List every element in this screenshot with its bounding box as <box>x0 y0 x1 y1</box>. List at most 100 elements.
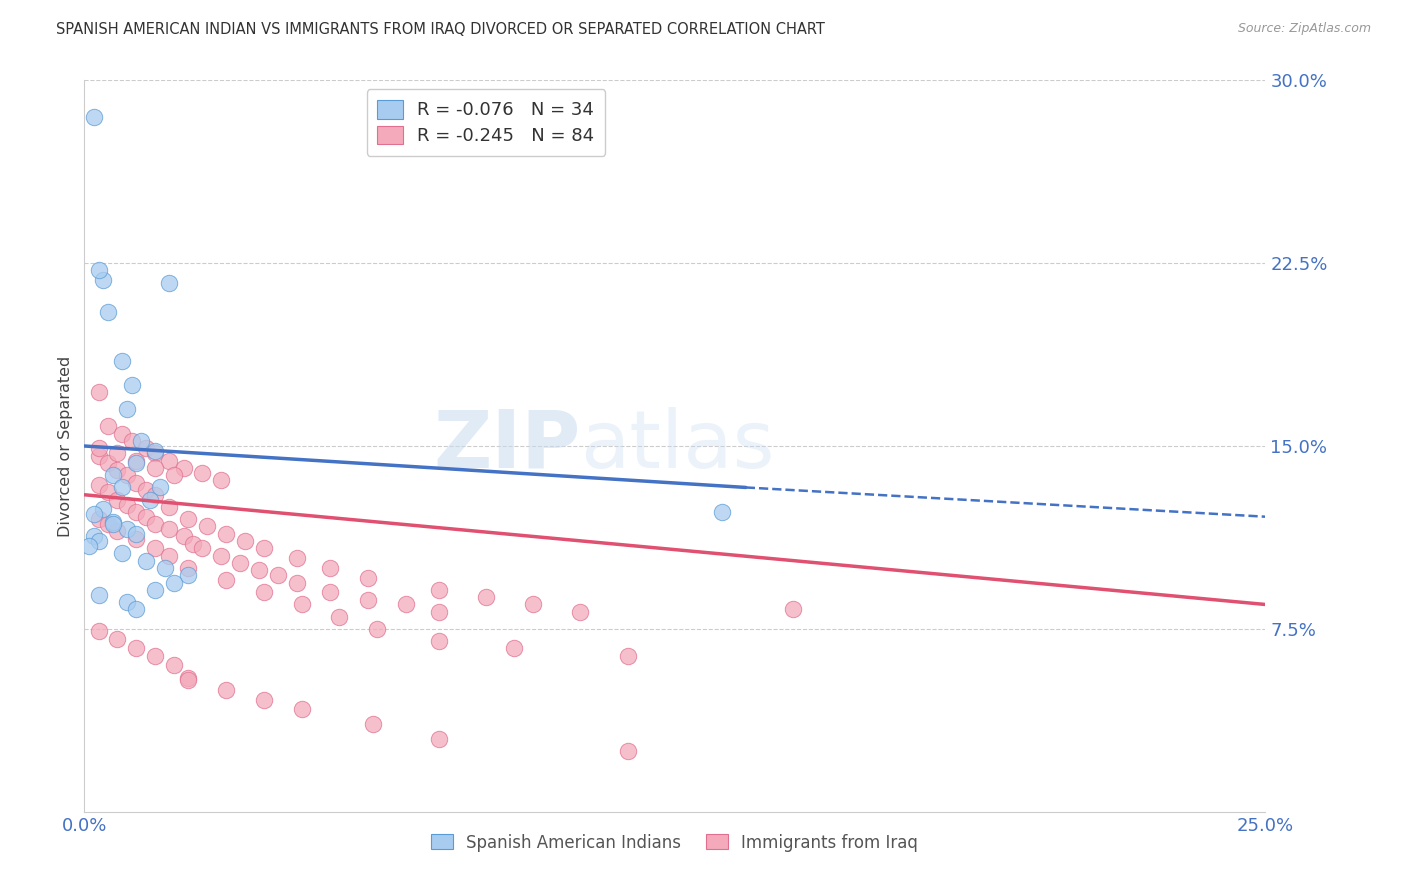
Point <box>91 502 114 516</box>
Point <box>173 461 195 475</box>
Legend: Spanish American Indians, Immigrants from Iraq: Spanish American Indians, Immigrants fro… <box>425 827 925 858</box>
Point <box>427 605 450 619</box>
Point <box>503 641 526 656</box>
Point <box>616 744 638 758</box>
Point <box>143 443 166 458</box>
Point <box>111 546 134 560</box>
Point <box>173 529 195 543</box>
Point <box>427 582 450 597</box>
Point <box>181 536 204 550</box>
Text: SPANISH AMERICAN INDIAN VS IMMIGRANTS FROM IRAQ DIVORCED OR SEPARATED CORRELATIO: SPANISH AMERICAN INDIAN VS IMMIGRANTS FR… <box>56 22 825 37</box>
Point <box>107 463 129 477</box>
Point <box>191 466 214 480</box>
Point <box>83 110 105 124</box>
Point <box>125 505 148 519</box>
Point <box>115 402 138 417</box>
Point <box>157 549 180 563</box>
Point <box>97 485 120 500</box>
Point <box>107 632 129 646</box>
Point <box>285 575 308 590</box>
Point <box>163 658 186 673</box>
Text: atlas: atlas <box>581 407 775 485</box>
Point <box>135 483 157 497</box>
Point <box>177 673 200 687</box>
Point <box>107 492 129 507</box>
Text: ZIP: ZIP <box>433 407 581 485</box>
Point <box>101 515 124 529</box>
Point <box>361 717 384 731</box>
Point <box>233 534 256 549</box>
Point <box>111 426 134 441</box>
Point <box>115 522 138 536</box>
Point <box>569 605 592 619</box>
Point <box>143 516 166 531</box>
Point <box>157 500 180 514</box>
Point <box>101 468 124 483</box>
Point <box>191 541 214 556</box>
Point <box>177 671 200 685</box>
Point <box>101 516 124 531</box>
Point <box>115 498 138 512</box>
Point <box>77 539 100 553</box>
Point <box>177 568 200 582</box>
Point <box>475 590 498 604</box>
Point <box>319 561 342 575</box>
Point <box>177 561 200 575</box>
Point <box>143 541 166 556</box>
Point <box>247 563 270 577</box>
Point <box>357 571 380 585</box>
Point <box>83 508 105 522</box>
Point <box>143 461 166 475</box>
Point <box>285 551 308 566</box>
Point <box>291 598 314 612</box>
Point <box>427 731 450 746</box>
Point <box>107 446 129 460</box>
Point <box>253 585 276 599</box>
Point <box>143 648 166 663</box>
Point <box>121 434 143 449</box>
Point <box>111 480 134 494</box>
Point <box>394 598 416 612</box>
Point <box>253 541 276 556</box>
Point <box>125 475 148 490</box>
Point <box>195 519 218 533</box>
Point <box>267 568 290 582</box>
Point <box>209 549 232 563</box>
Point <box>135 509 157 524</box>
Point <box>215 682 238 697</box>
Point <box>135 442 157 456</box>
Point <box>125 526 148 541</box>
Point <box>87 263 110 277</box>
Point <box>111 353 134 368</box>
Point <box>87 534 110 549</box>
Y-axis label: Divorced or Separated: Divorced or Separated <box>58 355 73 537</box>
Point <box>87 385 110 400</box>
Point <box>125 453 148 467</box>
Point <box>139 492 162 507</box>
Point <box>143 446 166 460</box>
Point <box>97 456 120 470</box>
Point <box>253 692 276 706</box>
Point <box>121 378 143 392</box>
Point <box>97 516 120 531</box>
Point <box>83 529 105 543</box>
Point <box>97 305 120 319</box>
Point <box>229 556 252 570</box>
Point <box>115 595 138 609</box>
Point <box>177 512 200 526</box>
Point <box>87 449 110 463</box>
Point <box>157 522 180 536</box>
Point <box>328 609 350 624</box>
Point <box>107 524 129 539</box>
Point <box>319 585 342 599</box>
Point <box>135 553 157 567</box>
Point <box>163 575 186 590</box>
Point <box>115 468 138 483</box>
Point <box>215 573 238 587</box>
Point <box>87 588 110 602</box>
Point <box>87 512 110 526</box>
Point <box>97 419 120 434</box>
Point <box>157 276 180 290</box>
Point <box>522 598 544 612</box>
Point <box>616 648 638 663</box>
